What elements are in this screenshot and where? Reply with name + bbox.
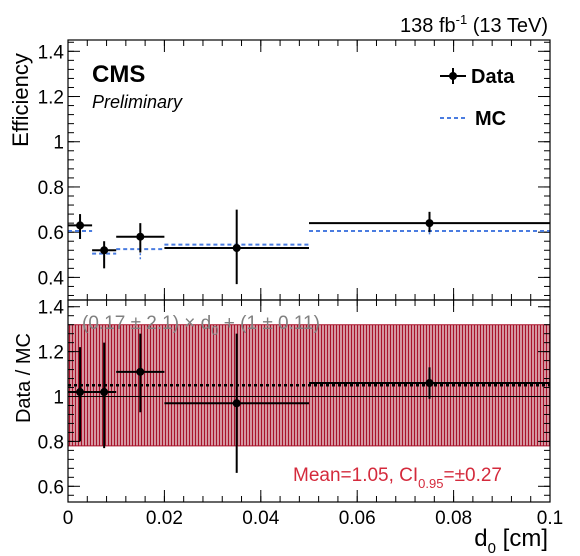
ratio-point [232, 399, 241, 408]
legend: Data MC [440, 66, 515, 130]
top-y-tick-label: 0.4 [38, 268, 65, 289]
data-point [232, 244, 241, 252]
top-y-tick-label: 0.6 [38, 223, 64, 244]
data-point [76, 221, 85, 230]
x-axis-label: d0 [cm] [474, 525, 548, 556]
legend-data-label: Data [471, 66, 515, 88]
x-tick-label: 0.02 [146, 508, 183, 529]
y-axis-label-efficiency: Efficiency [8, 53, 33, 147]
ratio-panel: 0.6 0.8 1 1.2 1.4 0 0.02 0.04 0.06 0.08 0.1 Data /… [13, 298, 563, 556]
data-series [68, 209, 550, 285]
top-y-tick-label: 0.8 [38, 178, 64, 199]
bottom-y-tick-label: 0.8 [38, 432, 64, 453]
ratio-point [100, 388, 109, 397]
top-y-tick-label: 1.4 [38, 42, 65, 63]
mean-annotation: Mean=1.05, CI0.95=±0.27 [293, 465, 502, 491]
ratio-point [76, 388, 85, 397]
ratio-point [425, 379, 434, 388]
bottom-y-tick-label: 0.6 [38, 477, 64, 498]
top-y-tick-label: 1.2 [38, 88, 64, 109]
x-tick-label: 0.1 [537, 508, 563, 529]
cms-label: CMS [92, 61, 145, 88]
bottom-y-tick-label: 1.4 [38, 298, 65, 319]
legend-data-marker [440, 68, 466, 84]
bottom-y-tick-label: 1.2 [38, 343, 64, 364]
x-tick-label: 0.06 [339, 508, 376, 529]
x-tick-label: 0.04 [242, 508, 279, 529]
bottom-plot-frame [67, 299, 551, 503]
data-point [100, 246, 109, 255]
data-point [136, 232, 145, 241]
x-tick-label: 0.08 [435, 508, 472, 529]
ratio-series [68, 333, 550, 473]
luminosity-label: 138 fb-1 (13 TeV) [400, 12, 548, 37]
bottom-y-tick-label: 1 [53, 388, 64, 409]
data-point [425, 219, 434, 228]
ratio-point [136, 367, 145, 376]
x-tick-label: 0 [63, 508, 74, 529]
top-y-tick-label: 1 [53, 133, 64, 154]
y-axis-label-ratio: Data / MC [13, 333, 35, 423]
legend-mc-label: MC [475, 108, 506, 130]
fit-annotation: (0.17 ± 2.1) × d0 + (1 ± 0.11) [82, 313, 320, 338]
preliminary-label: Preliminary [92, 92, 183, 112]
